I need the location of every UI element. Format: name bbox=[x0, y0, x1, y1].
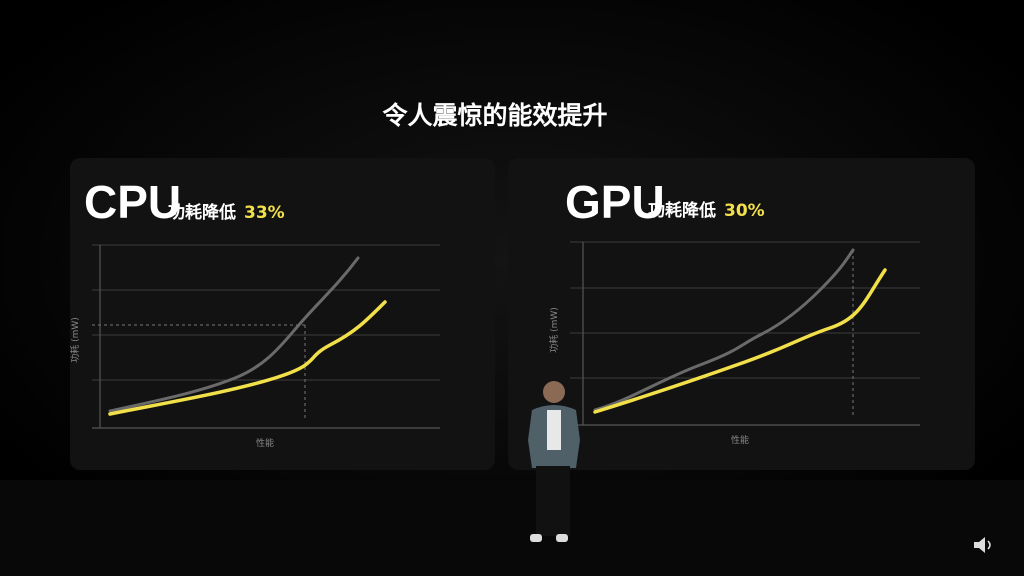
stage-floor bbox=[0, 480, 1024, 576]
cpu-panel: CPU 功耗降低 33% 功耗 (mW) 性能 bbox=[70, 158, 495, 470]
volume-icon[interactable] bbox=[974, 537, 991, 553]
x-axis-label: 性能 bbox=[731, 434, 749, 446]
old-power-curve bbox=[593, 248, 855, 412]
y-axis-label: 功耗 (mW) bbox=[70, 317, 81, 363]
panel-card bbox=[508, 158, 975, 470]
old-power-curve bbox=[108, 256, 360, 413]
chip-name: GPU bbox=[565, 176, 665, 228]
panel-card bbox=[70, 158, 495, 470]
gpu-panel: GPU 功耗降低 30% 功耗 (mW) 性能 bbox=[508, 158, 975, 470]
presenter bbox=[528, 381, 580, 542]
new-power-curve bbox=[108, 300, 387, 416]
y-axis-label: 功耗 (mW) bbox=[549, 307, 560, 353]
chip-name: CPU bbox=[84, 176, 181, 228]
guide-line bbox=[92, 324, 306, 420]
slide-title: 令人震惊的能效提升 bbox=[382, 101, 607, 130]
reduction-value: 30% bbox=[724, 201, 765, 221]
new-power-curve bbox=[593, 268, 887, 414]
claim-text: 功耗降低 bbox=[648, 200, 716, 221]
claim-text: 功耗降低 bbox=[168, 202, 236, 223]
x-axis-label: 性能 bbox=[256, 437, 274, 449]
reduction-value: 33% bbox=[244, 203, 285, 223]
